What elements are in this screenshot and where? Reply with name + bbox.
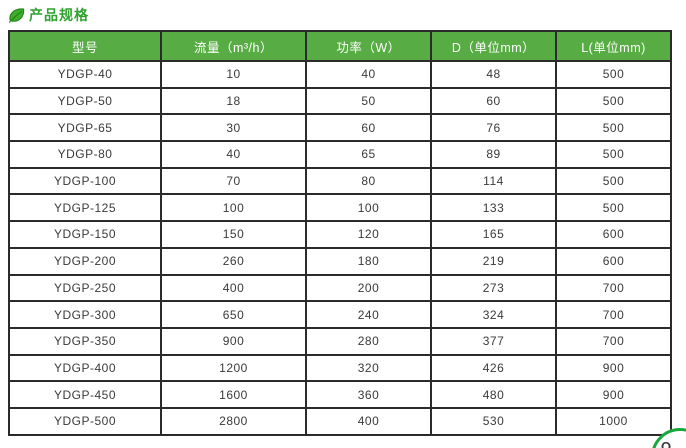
table-cell: 150 bbox=[160, 220, 307, 249]
table-row: YDGP-250 400 200 273 700 bbox=[8, 273, 672, 303]
table-cell: 100 bbox=[160, 193, 307, 223]
table-cell: 600 bbox=[555, 246, 672, 276]
table-cell: 1000 bbox=[555, 406, 672, 436]
table-cell: 500 bbox=[555, 140, 672, 169]
table-cell: YDGP-350 bbox=[8, 326, 162, 356]
table-cell: 360 bbox=[305, 380, 432, 409]
table-cell: 500 bbox=[555, 60, 672, 89]
table-cell: 70 bbox=[160, 166, 307, 196]
leaf-icon bbox=[7, 6, 26, 25]
table-cell: 180 bbox=[305, 246, 432, 276]
table-row: YDGP-125 100 100 133 500 bbox=[8, 193, 672, 223]
table-header-row: 型号 流量（m³/h） 功率（W） D（单位mm） L(单位mm) bbox=[8, 30, 672, 62]
table-cell: 500 bbox=[555, 113, 672, 143]
table-cell: YDGP-125 bbox=[8, 193, 162, 223]
table-row: YDGP-50 18 50 60 500 bbox=[8, 86, 672, 116]
table-cell: 426 bbox=[430, 353, 557, 383]
table-cell: 219 bbox=[430, 246, 557, 276]
table-cell: YDGP-65 bbox=[8, 113, 162, 143]
column-header: D（单位mm） bbox=[430, 30, 557, 62]
table-cell: 10 bbox=[160, 60, 307, 89]
table-cell: 260 bbox=[160, 246, 307, 276]
table-cell: YDGP-500 bbox=[8, 406, 162, 436]
table-cell: 900 bbox=[555, 353, 672, 383]
table-cell: 114 bbox=[430, 166, 557, 196]
product-spec-table: 型号 流量（m³/h） 功率（W） D（单位mm） L(单位mm) YDGP-40 10 4… bbox=[8, 30, 672, 436]
table-cell: YDGP-100 bbox=[8, 166, 162, 196]
table-cell: YDGP-250 bbox=[8, 273, 162, 303]
table-cell: 80 bbox=[305, 166, 432, 196]
table-cell: 50 bbox=[305, 86, 432, 116]
table-cell: 700 bbox=[555, 273, 672, 303]
table-cell: YDGP-150 bbox=[8, 220, 162, 249]
table-cell: 280 bbox=[305, 326, 432, 356]
table-cell: 273 bbox=[430, 273, 557, 303]
table-cell: 320 bbox=[305, 353, 432, 383]
table-row: YDGP-500 2800 400 530 1000 bbox=[8, 406, 672, 436]
table-cell: YDGP-450 bbox=[8, 380, 162, 409]
table-cell: 2800 bbox=[160, 406, 307, 436]
table-cell: YDGP-40 bbox=[8, 60, 162, 89]
table-cell: 650 bbox=[160, 300, 307, 329]
table-cell: 700 bbox=[555, 326, 672, 356]
table-row: YDGP-150 150 120 165 600 bbox=[8, 220, 672, 249]
table-cell: 500 bbox=[555, 166, 672, 196]
table-cell: 76 bbox=[430, 113, 557, 143]
table-cell: 18 bbox=[160, 86, 307, 116]
table-cell: 65 bbox=[305, 140, 432, 169]
table-cell: 377 bbox=[430, 326, 557, 356]
table-cell: 400 bbox=[305, 406, 432, 436]
column-header: 功率（W） bbox=[305, 30, 432, 62]
table-row: YDGP-400 1200 320 426 900 bbox=[8, 353, 672, 383]
table-cell: 40 bbox=[160, 140, 307, 169]
table-cell: 1600 bbox=[160, 380, 307, 409]
table-cell: 900 bbox=[555, 380, 672, 409]
table-cell: 60 bbox=[305, 113, 432, 143]
table-cell: YDGP-400 bbox=[8, 353, 162, 383]
table-cell: 133 bbox=[430, 193, 557, 223]
table-cell: 530 bbox=[430, 406, 557, 436]
table-cell: 120 bbox=[305, 220, 432, 249]
table-cell: 500 bbox=[555, 193, 672, 223]
table-cell: YDGP-50 bbox=[8, 86, 162, 116]
table-body: YDGP-40 10 40 48 500 YDGP-50 18 50 60 500 YDGP-65 3… bbox=[8, 60, 672, 436]
column-header: 型号 bbox=[8, 30, 162, 62]
table-row: YDGP-350 900 280 377 700 bbox=[8, 326, 672, 356]
table-cell: 240 bbox=[305, 300, 432, 329]
table-row: YDGP-40 10 40 48 500 bbox=[8, 60, 672, 89]
table-cell: 480 bbox=[430, 380, 557, 409]
table-cell: 700 bbox=[555, 300, 672, 329]
table-row: YDGP-80 40 65 89 500 bbox=[8, 140, 672, 169]
page-title: 产品规格 bbox=[29, 7, 89, 23]
table-cell: 900 bbox=[160, 326, 307, 356]
table-cell: 400 bbox=[160, 273, 307, 303]
table-cell: 600 bbox=[555, 220, 672, 249]
table-cell: 324 bbox=[430, 300, 557, 329]
table-row: YDGP-450 1600 360 480 900 bbox=[8, 380, 672, 409]
table-cell: 30 bbox=[160, 113, 307, 143]
table-cell: 89 bbox=[430, 140, 557, 169]
table-cell: 48 bbox=[430, 60, 557, 89]
table-cell: 40 bbox=[305, 60, 432, 89]
table-row: YDGP-65 30 60 76 500 bbox=[8, 113, 672, 143]
table-row: YDGP-100 70 80 114 500 bbox=[8, 166, 672, 196]
column-header: L(单位mm) bbox=[555, 30, 672, 62]
column-header: 流量（m³/h） bbox=[160, 30, 307, 62]
table-cell: 165 bbox=[430, 220, 557, 249]
table-cell: YDGP-300 bbox=[8, 300, 162, 329]
table-cell: 100 bbox=[305, 193, 432, 223]
section-title-bar: 产品规格 bbox=[7, 3, 89, 27]
table-cell: 500 bbox=[555, 86, 672, 116]
table-row: YDGP-300 650 240 324 700 bbox=[8, 300, 672, 329]
table-cell: 200 bbox=[305, 273, 432, 303]
table-cell: 60 bbox=[430, 86, 557, 116]
table-row: YDGP-200 260 180 219 600 bbox=[8, 246, 672, 276]
table-cell: YDGP-80 bbox=[8, 140, 162, 169]
table-cell: YDGP-200 bbox=[8, 246, 162, 276]
table-cell: 1200 bbox=[160, 353, 307, 383]
badge-text: O bbox=[661, 439, 672, 448]
